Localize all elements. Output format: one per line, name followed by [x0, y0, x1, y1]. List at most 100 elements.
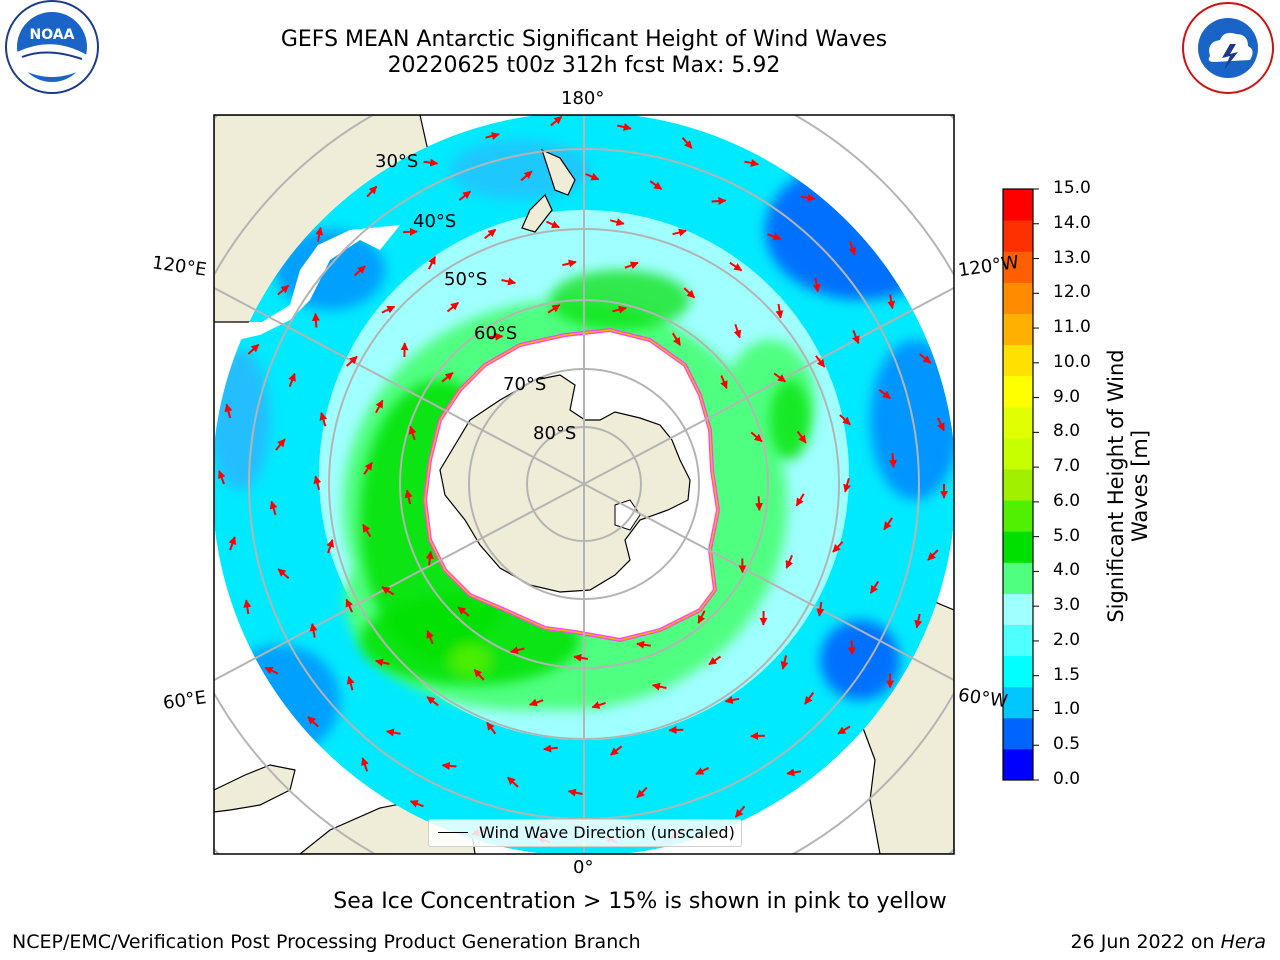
nws-logo	[1182, 2, 1274, 94]
wave-direction-arrow	[843, 478, 851, 493]
wave-direction-arrow	[217, 470, 226, 485]
footer-date: 26 Jun 2022 on Hera	[1071, 931, 1266, 953]
wave-direction-arrow	[366, 185, 378, 198]
wave-direction-arrow	[671, 332, 681, 346]
wave-direction-arrow	[591, 701, 606, 709]
wave-direction-arrow	[520, 170, 533, 182]
colorbar-swatch	[1003, 220, 1033, 252]
wave-direction-arrow	[488, 332, 504, 341]
wave-direction-arrow	[529, 698, 544, 707]
wave-direction-arrow	[624, 261, 639, 270]
wave-direction-arrow	[695, 767, 710, 775]
wave-direction-arrow	[729, 261, 743, 272]
wave-direction-arrow	[567, 788, 583, 797]
wave-direction-arrow	[775, 303, 784, 319]
colorbar-swatch	[1003, 251, 1033, 283]
wave-direction-arrow	[507, 776, 519, 788]
wave-direction-arrow	[409, 800, 424, 808]
wave-direction-arrow	[426, 696, 439, 707]
wave-direction-arrow	[441, 761, 457, 770]
wave-direction-arrow	[550, 115, 563, 127]
wave-direction-arrow	[224, 403, 233, 419]
colorbar-swatch	[1003, 406, 1033, 439]
wave-direction-arrow	[681, 137, 693, 149]
wave-direction-arrow	[927, 549, 939, 561]
wave-direction-arrow	[883, 517, 893, 531]
wave-direction-arrow	[744, 159, 759, 167]
wave-direction-arrow	[683, 287, 696, 299]
wave-direction-arrow	[510, 646, 525, 655]
wave-direction-arrow	[363, 461, 373, 475]
map-frame	[213, 114, 955, 855]
wave-direction-arrow	[914, 613, 923, 629]
meridian-label-180: 180°	[561, 88, 605, 109]
chart-title: GEFS MEAN Antarctic Significant Height o…	[280, 27, 888, 52]
wave-direction-arrow	[385, 728, 401, 737]
wave-direction-arrow	[309, 623, 318, 638]
wave-direction-arrow	[585, 172, 600, 181]
wave-direction-arrow	[889, 453, 898, 468]
wave-direction-arrow	[887, 294, 896, 310]
parallel-label-80s: 80°S	[533, 423, 577, 444]
wave-direction-arrow	[326, 538, 335, 554]
wave-direction-arrow	[277, 568, 290, 579]
wave-direction-arrow	[313, 475, 322, 490]
colorbar-swatch	[1003, 593, 1033, 625]
wave-direction-arrow	[785, 554, 794, 569]
colorbar-tick-label: 12.0	[1053, 282, 1091, 303]
wave-direction-arrow	[724, 696, 740, 704]
wave-direction-arrow	[672, 228, 687, 237]
wave-direction-arrow	[375, 658, 390, 667]
wave-direction-arrow	[228, 536, 237, 551]
wave-direction-arrow	[767, 232, 782, 241]
colorbar-tick-label: 0.0	[1053, 769, 1081, 789]
parallel-label-60s: 60°S	[474, 323, 518, 344]
wave-direction-arrow	[919, 353, 932, 364]
wave-direction-arrow	[936, 417, 945, 432]
wave-direction-arrow	[711, 197, 727, 206]
wave-direction-arrow	[832, 541, 844, 553]
wave-direction-arrow	[408, 425, 417, 441]
wave-direction-arrow	[346, 355, 358, 367]
wave-direction-arrow	[404, 489, 413, 505]
wave-direction-arrow	[315, 226, 324, 242]
wave-direction-arrow	[612, 305, 627, 314]
wave-direction-arrow	[247, 343, 260, 355]
wave-direction-arrow	[381, 586, 395, 596]
wave-direction-arrow	[708, 655, 722, 666]
colorbar-tick-label: 5.0	[1053, 525, 1081, 546]
colorbar-swatch	[1003, 437, 1033, 470]
wave-direction-arrow	[277, 284, 290, 296]
colorbar-tick-label: 13.0	[1053, 247, 1091, 268]
wave-direction-arrow	[441, 372, 454, 383]
wave-direction-arrow	[649, 180, 663, 191]
wave-direction-arrow	[697, 610, 706, 624]
colorbar-swatch	[1003, 655, 1033, 688]
wave-direction-arrow	[354, 265, 366, 277]
wave-direction-arrow	[264, 666, 279, 675]
wave-direction-arrow	[269, 500, 278, 516]
wave-direction-arrow	[547, 304, 561, 314]
colorbar-swatch	[1003, 468, 1033, 501]
wave-direction-arrow	[446, 301, 459, 313]
wave-direction-arrow	[375, 399, 384, 414]
footer-date-text: 26 Jun 2022 on	[1070, 931, 1221, 953]
chart-subtitle: 20220625 t00z 312h fcst Max: 5.92	[387, 53, 781, 78]
footer-machine: Hera	[1220, 931, 1266, 953]
parallel-label-70s: 70°S	[503, 374, 547, 395]
colorbar-swatch	[1003, 344, 1033, 377]
colorbar-tick-label: 1.0	[1053, 699, 1081, 720]
wave-direction-arrow	[425, 550, 434, 566]
colorbar-tick-label: 4.0	[1053, 560, 1081, 581]
wave-direction-arrow	[501, 277, 517, 286]
meridian-label-0: 0°	[573, 857, 594, 878]
footer-credit: NCEP/EMC/Verification Post Processing Pr…	[12, 931, 641, 953]
wave-direction-arrow	[545, 220, 560, 229]
wave-direction-arrow	[733, 323, 742, 339]
colorbar-tick-label: 9.0	[1053, 386, 1081, 407]
wave-direction-arrow	[486, 721, 497, 735]
colorbar-swatch	[1003, 531, 1033, 563]
wave-direction-arrow	[345, 598, 354, 613]
wave-direction-arrow	[869, 580, 880, 594]
colorbar-tick-label: 10.0	[1053, 351, 1091, 372]
